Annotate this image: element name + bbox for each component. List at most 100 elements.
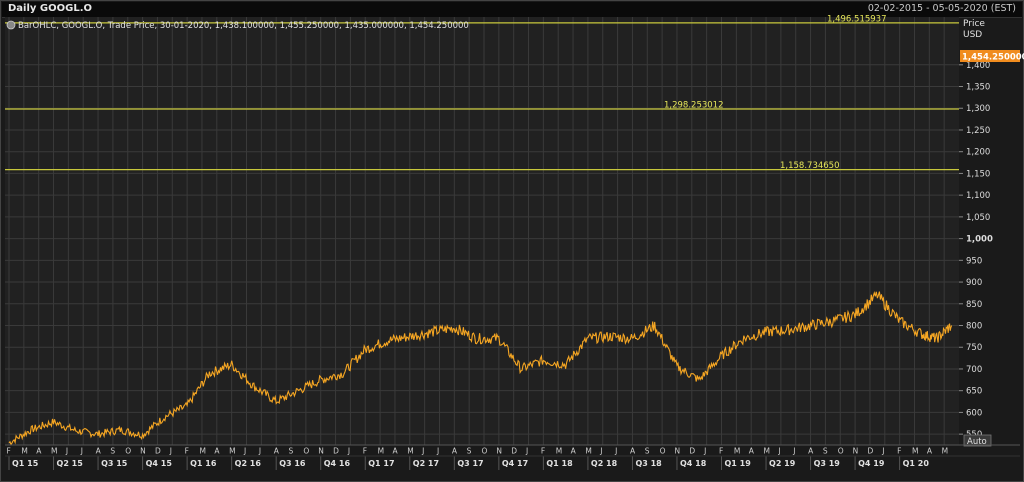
- x-quarter-label: Q1 18: [546, 459, 573, 468]
- x-month-label: J: [525, 447, 528, 456]
- x-quarter-label: Q4 15: [146, 459, 173, 468]
- x-month-label: J: [777, 447, 780, 456]
- x-month-label: O: [838, 447, 844, 456]
- x-month-label: D: [155, 447, 161, 456]
- x-month-label: N: [853, 447, 859, 456]
- y-tick-label: 600: [966, 408, 982, 418]
- x-month-label: A: [392, 447, 398, 456]
- x-quarter-label: Q4 18: [680, 459, 707, 468]
- x-month-label: A: [630, 447, 636, 456]
- x-quarter-label: Q2 19: [769, 459, 796, 468]
- y-tick-label: 1,100: [966, 191, 990, 201]
- x-month-label: J: [792, 447, 795, 456]
- x-month-label: J: [169, 447, 172, 456]
- y-tick-label: 750: [966, 343, 982, 353]
- x-month-label: A: [571, 447, 577, 456]
- x-month-label: D: [511, 447, 517, 456]
- x-month-label: J: [599, 447, 602, 456]
- x-month-label: D: [333, 447, 339, 456]
- x-month-label: A: [96, 447, 102, 456]
- x-month-label: S: [645, 447, 650, 456]
- last-price-tag: [960, 50, 1020, 62]
- x-month-label: J: [881, 447, 884, 456]
- x-month-label: A: [452, 447, 458, 456]
- grid: [5, 17, 959, 445]
- y-tick-label: 1,200: [966, 148, 990, 158]
- x-month-label: J: [258, 447, 261, 456]
- chart-title: Daily GOOGL.O: [8, 3, 92, 14]
- x-month-label: F: [897, 447, 901, 456]
- legend-toggle-icon[interactable]: [6, 20, 16, 30]
- y-tick-label: 700: [966, 365, 982, 375]
- y-tick-label: 1,350: [966, 83, 990, 93]
- x-month-label: A: [214, 447, 220, 456]
- x-quarter-label: Q2 16: [235, 459, 262, 468]
- x-month-label: J: [436, 447, 439, 456]
- date-range: 02-02-2015 - 05-05-2020 (EST): [867, 3, 1016, 14]
- x-month-label: A: [927, 447, 933, 456]
- y-tick-label: 950: [966, 256, 982, 266]
- x-month-label: A: [36, 447, 42, 456]
- x-quarter-label: Q4 19: [858, 459, 885, 468]
- last-price-tag-label: 1,454.250000: [962, 53, 1024, 63]
- legend-text: BarOHLC, GOOGL.O, Trade Price, 30-01-202…: [18, 21, 469, 31]
- x-quarter-label: Q4 16: [324, 459, 351, 468]
- x-month-label: M: [51, 447, 57, 456]
- y-axis-ticks: 5506006507007508008509009501,0001,0501,1…: [959, 61, 993, 440]
- plot-area[interactable]: [5, 17, 959, 445]
- x-month-label: S: [467, 447, 472, 456]
- x-month-label: M: [407, 447, 413, 456]
- x-month-label: J: [614, 447, 617, 456]
- y-tick-label: 1,300: [966, 104, 990, 114]
- y-tick-label: 850: [966, 300, 982, 310]
- x-month-label: A: [274, 447, 280, 456]
- x-month-label: F: [363, 447, 367, 456]
- x-month-label: N: [496, 447, 502, 456]
- x-quarter-label: Q1 16: [190, 459, 217, 468]
- x-quarter-label: Q4 17: [502, 459, 528, 468]
- x-month-label: M: [734, 447, 740, 456]
- series-line: [8, 291, 953, 446]
- x-month-label: O: [303, 447, 309, 456]
- y-tick-label: 1,000: [966, 235, 993, 245]
- x-month-label: O: [660, 447, 666, 456]
- horizontal-line-label: 1,298.253012: [664, 101, 723, 111]
- x-month-label: M: [378, 447, 384, 456]
- x-quarter-label: Q2 18: [591, 459, 618, 468]
- y-axis-title: Price: [963, 19, 985, 29]
- x-month-label: J: [243, 447, 246, 456]
- x-month-label: D: [867, 447, 873, 456]
- x-month-label: F: [541, 447, 545, 456]
- x-month-label: M: [942, 447, 948, 456]
- x-month-label: S: [110, 447, 115, 456]
- x-month-label: M: [764, 447, 770, 456]
- x-month-label: J: [80, 447, 83, 456]
- x-month-label: M: [199, 447, 205, 456]
- x-month-label: S: [289, 447, 294, 456]
- y-tick-label: 1,050: [966, 213, 990, 223]
- x-quarter-label: Q3 17: [457, 459, 483, 468]
- x-month-label: O: [125, 447, 131, 456]
- x-month-label: J: [65, 447, 68, 456]
- x-quarter-label: Q3 19: [814, 459, 841, 468]
- auto-scale-button[interactable]: [963, 434, 992, 447]
- y-tick-label: 1,150: [966, 169, 990, 179]
- x-month-label: N: [674, 447, 680, 456]
- horizontal-line-label: 1,158.734650: [780, 161, 839, 171]
- x-quarter-label: Q1 17: [368, 459, 394, 468]
- x-month-label: M: [21, 447, 27, 456]
- x-month-label: A: [749, 447, 755, 456]
- x-quarter-label: Q3 18: [635, 459, 662, 468]
- x-quarter-label: Q1 15: [12, 459, 39, 468]
- x-month-label: F: [7, 447, 11, 456]
- y-tick-label: 1,250: [966, 126, 990, 136]
- x-quarter-label: Q2 15: [57, 459, 84, 468]
- y-tick-label: 900: [966, 278, 982, 288]
- x-month-label: J: [421, 447, 424, 456]
- x-month-label: O: [482, 447, 488, 456]
- y-tick-label: 650: [966, 387, 982, 397]
- x-month-label: N: [318, 447, 324, 456]
- x-quarter-label: Q3 16: [279, 459, 306, 468]
